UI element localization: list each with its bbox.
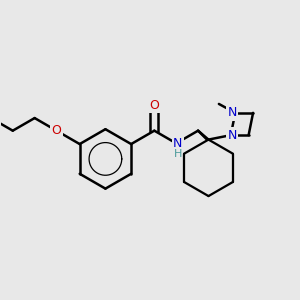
Text: N: N xyxy=(173,137,182,150)
Text: N: N xyxy=(228,129,237,142)
Text: O: O xyxy=(52,124,61,137)
Text: H: H xyxy=(173,149,182,159)
Text: N: N xyxy=(228,106,237,119)
Text: O: O xyxy=(149,99,159,112)
